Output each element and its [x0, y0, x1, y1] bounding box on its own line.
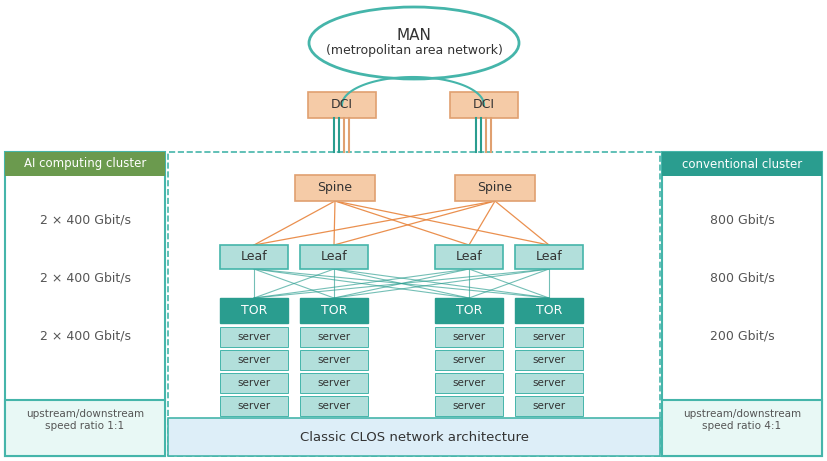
Bar [220, 327, 288, 347]
Text: server: server [237, 355, 270, 365]
Bar [220, 373, 288, 393]
Text: TOR: TOR [536, 304, 562, 317]
Bar [455, 175, 535, 201]
Text: server: server [318, 355, 351, 365]
Text: 200 Gbit/s: 200 Gbit/s [710, 330, 774, 343]
Text: AI computing cluster: AI computing cluster [24, 158, 146, 171]
Text: server: server [237, 332, 270, 342]
Text: Spine: Spine [318, 182, 352, 195]
Text: upstream/downstream
speed ratio 1:1: upstream/downstream speed ratio 1:1 [26, 409, 144, 431]
Bar [450, 92, 518, 118]
Bar [515, 245, 583, 269]
Bar [300, 327, 368, 347]
Text: server: server [533, 378, 566, 388]
Text: server: server [237, 378, 270, 388]
Text: server: server [452, 355, 485, 365]
Ellipse shape [309, 7, 519, 79]
Bar [515, 373, 583, 393]
Bar [300, 396, 368, 416]
Text: server: server [318, 378, 351, 388]
Bar [435, 298, 503, 323]
Text: server: server [533, 401, 566, 411]
Bar [435, 245, 503, 269]
Text: upstream/downstream
speed ratio 4:1: upstream/downstream speed ratio 4:1 [683, 409, 801, 431]
Bar [220, 245, 288, 269]
Text: Leaf: Leaf [536, 250, 562, 264]
Text: conventional cluster: conventional cluster [682, 158, 802, 171]
Text: 2 × 400 Gbit/s: 2 × 400 Gbit/s [40, 330, 131, 343]
Bar [220, 350, 288, 370]
Text: server: server [318, 332, 351, 342]
Bar [515, 350, 583, 370]
Bar [515, 396, 583, 416]
Bar [5, 152, 165, 456]
Text: server: server [533, 332, 566, 342]
Text: DCI: DCI [331, 99, 353, 112]
Text: TOR: TOR [456, 304, 482, 317]
Bar [435, 350, 503, 370]
Text: 2 × 400 Gbit/s: 2 × 400 Gbit/s [40, 272, 131, 284]
Bar [220, 396, 288, 416]
Bar [515, 298, 583, 323]
Text: Spine: Spine [477, 182, 513, 195]
Text: TOR: TOR [321, 304, 347, 317]
Bar [220, 298, 288, 323]
Text: 800 Gbit/s: 800 Gbit/s [710, 272, 774, 284]
Bar [300, 298, 368, 323]
Text: MAN: MAN [397, 29, 432, 43]
Bar [308, 92, 376, 118]
Bar [5, 400, 165, 456]
Bar [662, 152, 822, 176]
Text: Leaf: Leaf [456, 250, 482, 264]
Bar [662, 400, 822, 456]
Text: 800 Gbit/s: 800 Gbit/s [710, 213, 774, 226]
Bar [300, 350, 368, 370]
Text: TOR: TOR [241, 304, 267, 317]
Bar [435, 373, 503, 393]
Text: Leaf: Leaf [321, 250, 347, 264]
Text: server: server [452, 332, 485, 342]
Text: (metropolitan area network): (metropolitan area network) [326, 45, 503, 58]
Bar [662, 152, 822, 456]
Text: server: server [237, 401, 270, 411]
Text: DCI: DCI [473, 99, 495, 112]
Text: 2 × 400 Gbit/s: 2 × 400 Gbit/s [40, 213, 131, 226]
Text: server: server [452, 401, 485, 411]
Bar [435, 327, 503, 347]
Bar [300, 245, 368, 269]
Bar [5, 152, 165, 176]
Bar [435, 396, 503, 416]
Text: server: server [533, 355, 566, 365]
Bar [515, 327, 583, 347]
Bar [295, 175, 375, 201]
Text: server: server [318, 401, 351, 411]
Text: Leaf: Leaf [241, 250, 267, 264]
Text: server: server [452, 378, 485, 388]
Text: Classic CLOS network architecture: Classic CLOS network architecture [299, 431, 528, 443]
Bar [300, 373, 368, 393]
Bar [168, 152, 660, 456]
Bar [168, 418, 660, 456]
